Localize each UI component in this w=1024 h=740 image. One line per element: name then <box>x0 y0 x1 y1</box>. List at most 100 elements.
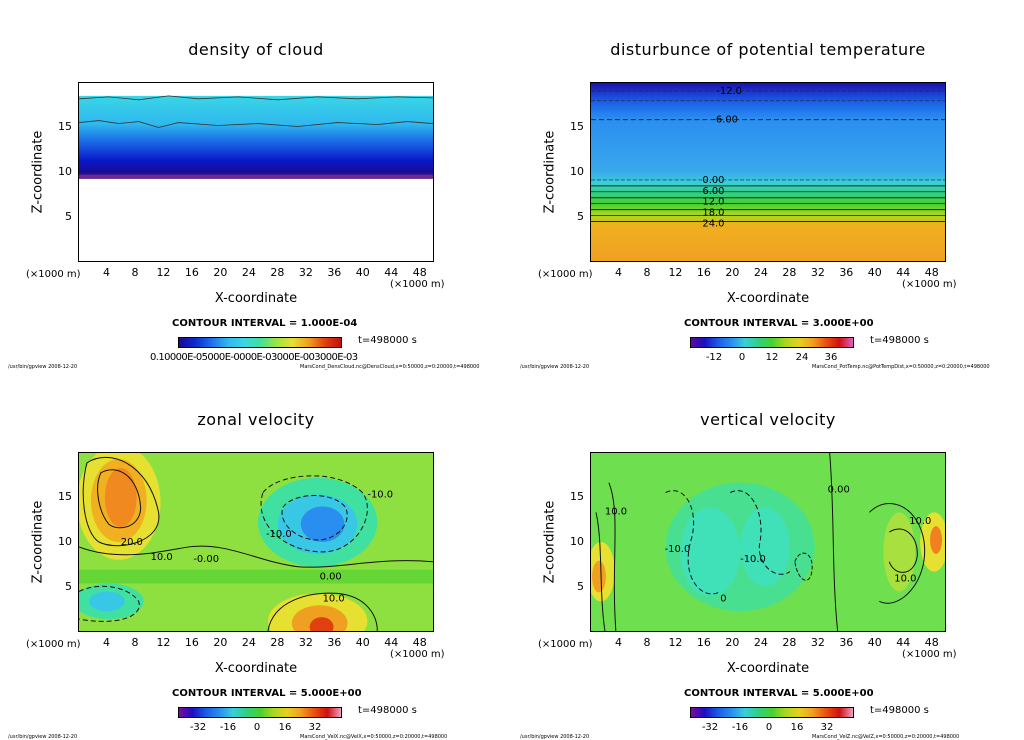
x-tick-label: 20 <box>725 266 740 279</box>
x-tick-label: 24 <box>241 266 256 279</box>
x-tick-label: 4 <box>102 636 110 649</box>
chart-title: vertical velocity <box>700 410 836 429</box>
x-tick-label: 40 <box>355 636 370 649</box>
cloud-field <box>79 83 433 261</box>
contour-label: -10.0 <box>740 554 766 565</box>
colorbar-tick-labels: 0.10000E-05000E-0000E-03000E-003000E-03 <box>150 352 358 363</box>
panel-density-of-cloud: density of cloud Z-coordinate 15 10 5 <box>0 0 512 370</box>
x-tick-label: 24 <box>753 266 768 279</box>
x-tick-label: 24 <box>241 636 256 649</box>
x-unit-label: (×1000 m) <box>390 649 445 660</box>
x-unit-label: (×1000 m) <box>538 269 593 280</box>
x-tick-label: 36 <box>327 636 342 649</box>
y-tick-label: 5 <box>577 210 584 223</box>
contour-label: -10.0 <box>266 529 292 540</box>
x-tick-label: 36 <box>839 266 854 279</box>
y-tick-label: 15 <box>58 120 72 133</box>
contour-label: 12.0 <box>702 197 724 208</box>
x-tick-label: 40 <box>867 636 882 649</box>
x-tick-label: 48 <box>412 636 427 649</box>
x-tick-label: 12 <box>668 266 683 279</box>
temperature-field: -12.0 -6.00 0.00 6.00 12.0 18.0 24.0 <box>591 83 945 261</box>
x-tick-label: 32 <box>298 636 313 649</box>
x-tick-label: 12 <box>668 636 683 649</box>
colorbar-tick-label: -32 <box>701 722 719 733</box>
colorbar <box>178 337 342 348</box>
x-tick-label: 16 <box>696 636 711 649</box>
y-tick-label: 5 <box>65 210 72 223</box>
x-unit-label: (×1000 m) <box>26 269 81 280</box>
colorbar-tick-label: 24 <box>795 352 809 363</box>
colorbar-tick-label: 16 <box>278 722 292 733</box>
x-tick-label: 40 <box>355 266 370 279</box>
x-tick-label: 12 <box>156 266 171 279</box>
footer-left: /usr/bin/gpview 2008-12-20 <box>520 734 590 740</box>
contour-label: -6.00 <box>712 115 738 126</box>
panel-zonal-velocity: zonal velocity 20.0 10.0 -10.0 <box>0 370 512 740</box>
colorbar-tick-label: 16 <box>790 722 804 733</box>
x-tick-label: 48 <box>924 266 939 279</box>
x-tick-label: 32 <box>810 636 825 649</box>
y-tick-label: 15 <box>58 490 72 503</box>
x-tick-label: 20 <box>725 636 740 649</box>
contour-label: -10.0 <box>665 544 691 555</box>
zonal-velocity-field: 20.0 10.0 -10.0 -0.00 0.00 10.0 -10.0 <box>79 453 433 631</box>
contour-label: 18.0 <box>702 208 724 219</box>
contour-label: 0.00 <box>828 485 850 496</box>
plot-area <box>78 82 434 262</box>
footer-right: MarsCond_VelX.nc@VelX,x=0:50000,z=0:2000… <box>300 734 448 740</box>
x-tick-label: 28 <box>782 266 797 279</box>
colorbar-tick-label: 0 <box>765 722 773 733</box>
y-tick-label: 10 <box>570 165 584 178</box>
contour-interval: CONTOUR INTERVAL = 5.000E+00 <box>172 688 362 699</box>
x-tick-label: 44 <box>896 636 911 649</box>
x-unit-label: (×1000 m) <box>902 279 957 290</box>
x-axis-label: X-coordinate <box>726 661 810 676</box>
colorbar-tick-label: 12 <box>765 352 779 363</box>
x-tick-label: 44 <box>384 636 399 649</box>
contour-label: -12.0 <box>716 86 742 97</box>
colorbar <box>690 337 854 348</box>
time-label: t=498000 s <box>870 705 929 716</box>
x-tick-label: 12 <box>156 636 171 649</box>
contour-label: 0 <box>720 593 726 604</box>
time-label: t=498000 s <box>358 705 417 716</box>
x-tick-label: 8 <box>643 266 651 279</box>
footer-right: MarsCond_VelZ.nc@VelZ,x=0:50000,z=0:2000… <box>812 734 960 740</box>
footer-right: MarsCond_PotTemp.nc@PotTempDist,x=0:5000… <box>812 364 990 370</box>
x-tick-label: 16 <box>184 266 199 279</box>
y-axis-label: Z-coordinate <box>542 130 558 214</box>
x-tick-label: 44 <box>896 266 911 279</box>
x-tick-label: 8 <box>131 636 139 649</box>
contour-interval: CONTOUR INTERVAL = 3.000E+00 <box>684 318 874 329</box>
chart-title: density of cloud <box>188 40 324 59</box>
footer-left: /usr/bin/gpview 2008-12-20 <box>8 734 78 740</box>
x-tick-label: 4 <box>102 266 110 279</box>
time-label: t=498000 s <box>358 335 417 346</box>
colorbar-tick-label: 0 <box>738 352 746 363</box>
x-tick-label: 20 <box>213 636 228 649</box>
colorbar-tick-label: 36 <box>824 352 838 363</box>
contour-label: 0.00 <box>320 572 342 583</box>
chart-title: disturbunce of potential temperature <box>610 40 926 59</box>
x-tick-label: 24 <box>753 636 768 649</box>
x-tick-label: 32 <box>810 266 825 279</box>
contour-label: -10.0 <box>367 490 393 501</box>
y-tick-label: 10 <box>58 165 72 178</box>
contour-label: 10.0 <box>894 574 916 585</box>
panel-vertical-velocity: vertical velocity 10.0 -10.0 0.00 10.0 -… <box>512 370 1024 740</box>
x-tick-label: 4 <box>614 266 622 279</box>
contour-label: 6.00 <box>702 186 724 197</box>
vertical-velocity-field: 10.0 -10.0 0.00 10.0 -10.0 10.0 0 <box>591 453 945 631</box>
y-tick-label: 5 <box>577 580 584 593</box>
x-tick-label: 28 <box>270 266 285 279</box>
contour-label: -0.00 <box>193 554 219 565</box>
x-tick-label: 48 <box>412 266 427 279</box>
contour-label: 0.00 <box>702 175 724 186</box>
contour-label: 10.0 <box>323 593 345 604</box>
x-unit-label: (×1000 m) <box>538 639 593 650</box>
contour-label: 10.0 <box>909 516 931 527</box>
contour-label: 20.0 <box>121 537 143 548</box>
x-tick-label: 40 <box>867 266 882 279</box>
colorbar-tick-label: -32 <box>189 722 207 733</box>
